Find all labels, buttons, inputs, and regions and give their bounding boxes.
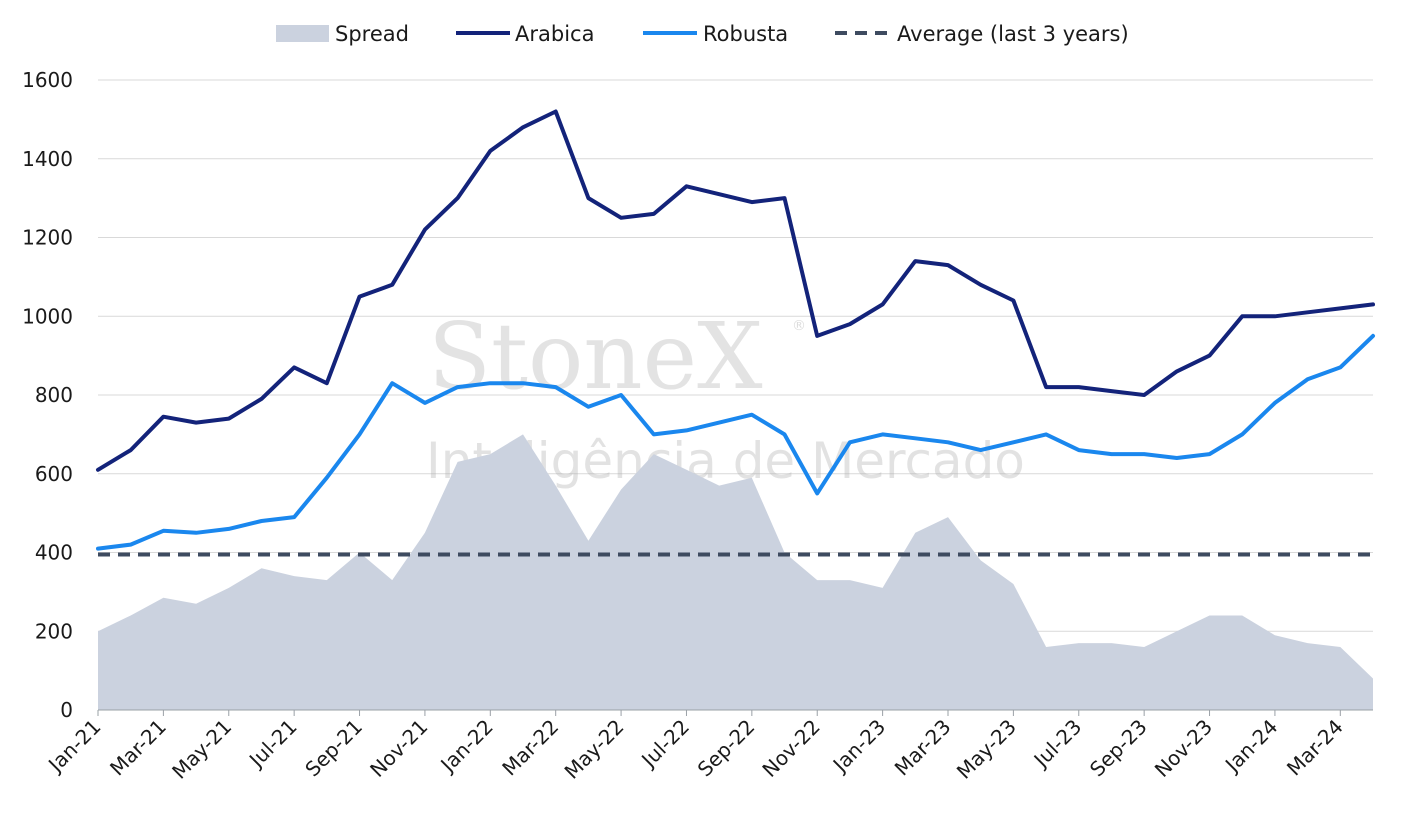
watermark-registered-mark: ® bbox=[792, 318, 806, 334]
y-tick-label: 1400 bbox=[22, 147, 73, 171]
x-tick-label: Nov-22 bbox=[757, 715, 824, 782]
arabica-line bbox=[96, 109, 1375, 472]
y-tick-label: 0 bbox=[60, 698, 73, 722]
x-tick-label: May-22 bbox=[560, 715, 629, 784]
y-axis-ticks: 0 200 400 600 800 1000 1200 1400 1600 bbox=[22, 68, 73, 722]
y-tick-label: 200 bbox=[35, 619, 73, 643]
robusta-line bbox=[96, 333, 1375, 551]
x-tick-label: Mar-22 bbox=[497, 715, 563, 781]
legend: Spread Arabica Robusta Average (last 3 year… bbox=[276, 22, 1129, 46]
spread-area bbox=[98, 434, 1373, 710]
x-tick-label: Mar-24 bbox=[1282, 715, 1348, 781]
x-tick-label: Jul-22 bbox=[635, 715, 694, 774]
y-tick-label: 600 bbox=[35, 462, 73, 486]
x-tick-label: Jan-22 bbox=[435, 715, 498, 778]
y-tick-label: 1000 bbox=[22, 304, 73, 328]
legend-label-average-last-3-years: Average (last 3 years) bbox=[897, 22, 1129, 46]
series-lines-layer bbox=[96, 109, 1375, 557]
spread-area-layer bbox=[98, 434, 1373, 710]
x-tick-label: Sep-23 bbox=[1085, 715, 1152, 782]
legend-label-robusta: Robusta bbox=[703, 22, 788, 46]
x-tick-label: Jan-21 bbox=[42, 715, 105, 778]
x-tick-label: Jul-23 bbox=[1028, 715, 1087, 774]
watermark-brand: StoneX bbox=[428, 303, 763, 410]
x-tick-label: Jan-24 bbox=[1219, 715, 1282, 778]
x-tick-label: Jul-21 bbox=[243, 715, 302, 774]
x-tick-label: Sep-21 bbox=[300, 715, 367, 782]
x-tick-label: Nov-23 bbox=[1150, 715, 1217, 782]
legend-label-arabica: Arabica bbox=[515, 22, 594, 46]
x-tick-label: Nov-21 bbox=[365, 715, 432, 782]
y-tick-label: 1600 bbox=[22, 68, 73, 92]
grid-lines bbox=[98, 79, 1373, 632]
y-tick-label: 1200 bbox=[22, 226, 73, 250]
legend-swatch-spread bbox=[276, 25, 329, 42]
x-tick-label: Mar-21 bbox=[105, 715, 171, 781]
x-tick-label: May-23 bbox=[952, 715, 1021, 784]
legend-label-spread: Spread bbox=[335, 22, 409, 46]
y-tick-label: 800 bbox=[35, 383, 73, 407]
x-tick-label: Sep-22 bbox=[693, 715, 760, 782]
x-tick-label: May-21 bbox=[167, 715, 236, 784]
y-tick-label: 400 bbox=[35, 541, 73, 565]
x-tick-label: Mar-23 bbox=[890, 715, 956, 781]
x-tick-label: Jan-23 bbox=[827, 715, 890, 778]
